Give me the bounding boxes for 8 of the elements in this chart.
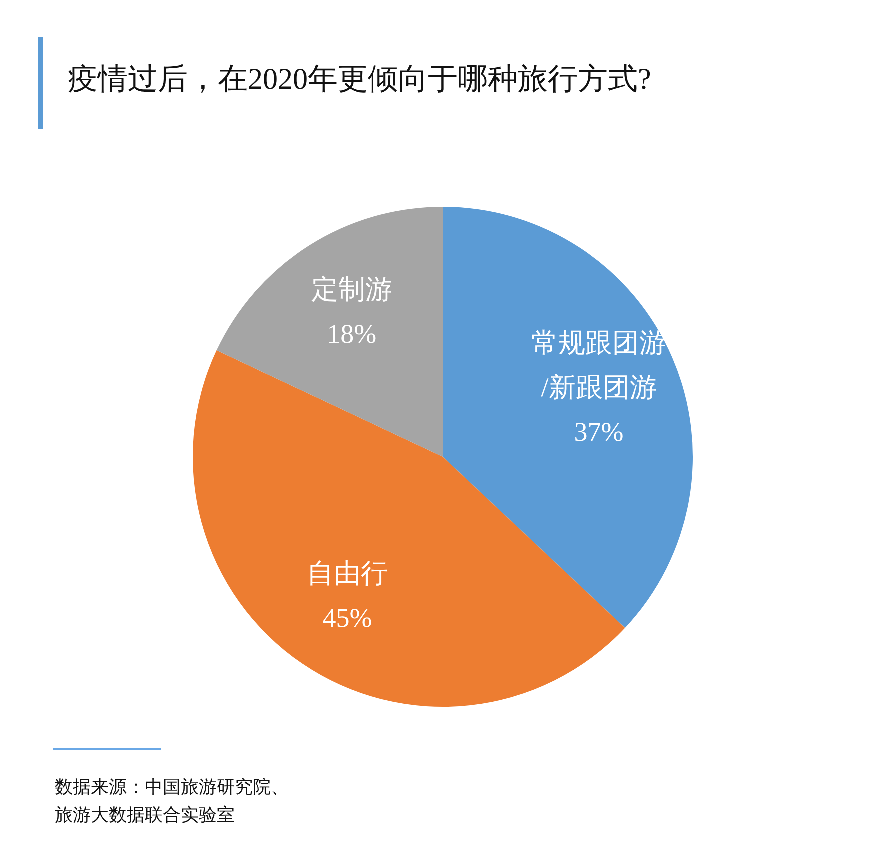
- slice-label: 自由行: [306, 558, 388, 588]
- slice-label: 定制游: [311, 274, 392, 304]
- slice-label: 常规跟团游/新跟团游: [532, 328, 667, 403]
- data-label: 18%: [327, 318, 377, 349]
- data-label: 45%: [322, 602, 372, 633]
- data-label: 37%: [574, 417, 624, 448]
- source-note: 数据来源：中国旅游研究院、旅游大数据联合实验室: [55, 776, 290, 828]
- chart-title: 疫情过后，在2020年更倾向于哪种旅行方式?: [68, 62, 652, 98]
